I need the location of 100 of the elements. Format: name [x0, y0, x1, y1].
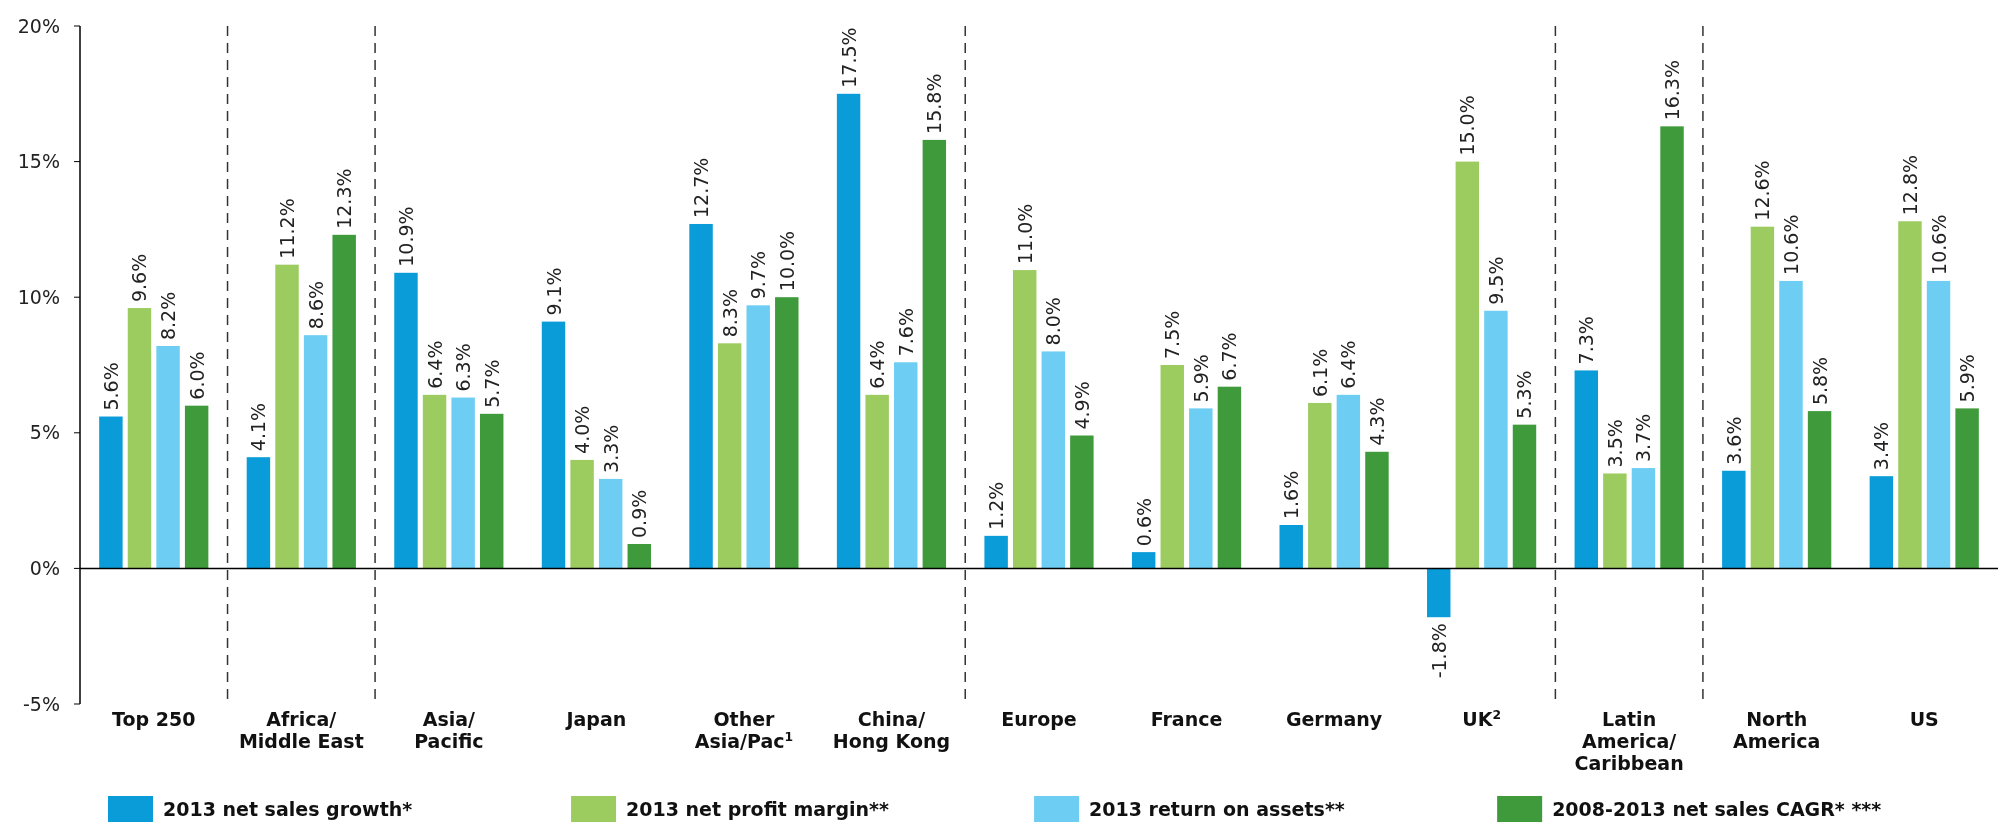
- bar: [1722, 470, 1746, 569]
- data-label: 3.3%: [599, 424, 622, 473]
- data-label: 0.6%: [1132, 497, 1155, 547]
- bar: [689, 223, 713, 569]
- data-label: 4.3%: [1365, 397, 1388, 446]
- data-label: 7.5%: [1161, 310, 1184, 359]
- bar: [303, 335, 328, 569]
- data-label: 3.5%: [1603, 419, 1626, 468]
- bar: [1926, 280, 1951, 569]
- data-label: 6.4%: [866, 340, 889, 389]
- bar: [1279, 525, 1303, 569]
- data-label: 10.9%: [394, 206, 417, 267]
- bar: [1041, 351, 1066, 569]
- data-label: 5.9%: [1956, 354, 1979, 403]
- data-label: 3.4%: [1870, 421, 1893, 471]
- y-tick-label: 0%: [29, 557, 60, 580]
- data-label: -1.8%: [1427, 623, 1450, 679]
- bar: [1631, 468, 1656, 569]
- bar: [865, 394, 889, 569]
- data-label: 6.0%: [185, 351, 208, 400]
- data-label: 12.6%: [1751, 160, 1774, 221]
- bar: [984, 535, 1008, 569]
- legend-label: 2013 net profit margin**: [626, 797, 890, 820]
- bar: [746, 305, 770, 569]
- data-label: 6.1%: [1308, 348, 1331, 397]
- x-tick-label: US: [1909, 708, 1939, 730]
- x-tick-label: Japan: [564, 708, 627, 730]
- data-label: 10.0%: [775, 230, 798, 292]
- bar: [1131, 552, 1156, 569]
- x-tick-label: North America: [1733, 708, 1821, 752]
- bar: [99, 416, 123, 569]
- bar: [451, 397, 475, 569]
- data-label: 5.7%: [480, 359, 503, 408]
- bar: [1365, 451, 1389, 569]
- data-label: 11.0%: [1013, 203, 1036, 265]
- bar: [1427, 568, 1451, 618]
- bar: [1308, 402, 1332, 569]
- x-tick-label: Other Asia/Pac$^{1}$: [694, 708, 794, 752]
- bar: [627, 543, 651, 569]
- data-label: 10.6%: [1927, 214, 1950, 275]
- x-tick-label: Europe: [1001, 708, 1077, 730]
- bar: [775, 297, 799, 569]
- bar: [1779, 280, 1803, 569]
- bar: [156, 346, 180, 569]
- x-tick-label: Africa/ Middle East: [238, 708, 364, 752]
- x-tick-label: China/ Hong Kong: [832, 708, 951, 752]
- bar: [894, 362, 918, 569]
- data-label: 10.6%: [1779, 214, 1802, 275]
- bar: [1484, 310, 1508, 569]
- y-tick-label: 20%: [17, 14, 60, 37]
- bar: [541, 321, 566, 569]
- legend-label: 2013 return on assets**: [1089, 797, 1345, 820]
- data-label: 8.2%: [157, 291, 180, 341]
- bar: [1070, 435, 1094, 569]
- x-tick-label: Latin America/ Caribbean: [1574, 708, 1684, 774]
- bar: [922, 139, 947, 569]
- y-tick-label: 5%: [29, 421, 60, 444]
- data-label: 9.6%: [128, 253, 151, 303]
- x-tick-label: Asia/ Pacific: [414, 708, 484, 752]
- x-tick-label: Germany: [1285, 708, 1383, 730]
- data-label: 6.4%: [1337, 340, 1360, 389]
- data-label: 8.0%: [1042, 297, 1065, 346]
- data-label: 5.3%: [1513, 370, 1536, 419]
- data-label: 8.3%: [718, 289, 741, 338]
- data-label: 3.6%: [1722, 416, 1745, 465]
- data-label: 6.3%: [452, 343, 475, 392]
- bar: [1869, 476, 1894, 569]
- data-label: 4.1%: [247, 402, 270, 452]
- data-label: 9.5%: [1484, 256, 1507, 305]
- bar: [1189, 408, 1213, 569]
- bar: [184, 405, 209, 569]
- data-label: 15.8%: [923, 73, 946, 134]
- legend-label: 2008-2013 net sales CAGR* ***: [1552, 797, 1882, 820]
- data-label: 12.3%: [333, 168, 356, 229]
- y-tick-label: 10%: [17, 285, 60, 308]
- bar: [1603, 473, 1627, 569]
- bar: [127, 308, 152, 569]
- data-label: 6.7%: [1218, 332, 1241, 381]
- x-tick-label: UK$^{2}$: [1462, 708, 1501, 730]
- y-tick-label: 15%: [17, 150, 60, 173]
- bar: [1336, 394, 1361, 569]
- data-label: 6.4%: [423, 340, 446, 389]
- data-label: 4.9%: [1070, 381, 1093, 430]
- bar: [1955, 408, 1979, 569]
- bar: [1660, 126, 1684, 569]
- bar: [1807, 411, 1832, 569]
- bar: [246, 457, 271, 569]
- data-label: 1.2%: [985, 481, 1008, 530]
- data-label: 12.7%: [690, 157, 713, 218]
- data-label: 3.7%: [1632, 413, 1655, 463]
- bar: [836, 93, 861, 569]
- data-label: 15.0%: [1456, 95, 1479, 156]
- bar: [480, 413, 504, 569]
- bar: [1217, 386, 1242, 569]
- data-label: 9.7%: [747, 251, 770, 300]
- bar: [1455, 161, 1480, 569]
- data-label: 11.2%: [276, 198, 299, 259]
- bar: [1750, 226, 1775, 569]
- data-label: 9.1%: [542, 267, 565, 316]
- data-label: 12.8%: [1898, 154, 1921, 216]
